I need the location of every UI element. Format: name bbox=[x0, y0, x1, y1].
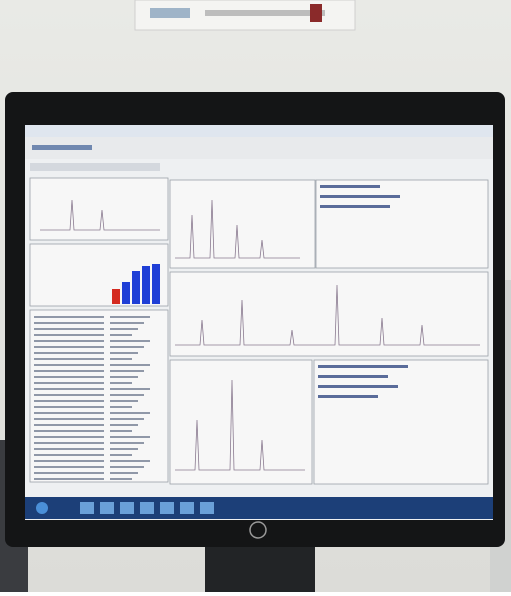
table-row bbox=[110, 442, 144, 444]
table-row bbox=[110, 334, 132, 336]
table-row bbox=[110, 376, 138, 378]
table-row bbox=[110, 358, 132, 360]
table-row bbox=[110, 346, 144, 348]
table-row bbox=[34, 448, 104, 450]
text-line bbox=[320, 195, 400, 198]
table-row bbox=[110, 418, 144, 420]
table-row bbox=[34, 394, 104, 396]
table-row bbox=[110, 472, 138, 474]
panel bbox=[313, 359, 489, 485]
spectrum bbox=[175, 284, 480, 346]
table-row bbox=[110, 370, 144, 372]
table-row bbox=[110, 454, 132, 456]
bar bbox=[132, 271, 140, 304]
table-row bbox=[110, 436, 150, 438]
table-row bbox=[34, 388, 104, 390]
table-row bbox=[110, 340, 150, 342]
table-row bbox=[34, 436, 104, 438]
table-row bbox=[110, 400, 138, 402]
table-row bbox=[34, 370, 104, 372]
bar bbox=[112, 289, 120, 304]
text-line bbox=[318, 365, 408, 368]
table-row bbox=[34, 346, 104, 348]
monitor-stand bbox=[205, 540, 315, 592]
poster-logo bbox=[150, 8, 190, 18]
table-row bbox=[110, 394, 144, 396]
table-row bbox=[110, 448, 138, 450]
poster-mark bbox=[310, 4, 322, 22]
table-row bbox=[34, 424, 104, 426]
table-row bbox=[34, 352, 104, 354]
table-row bbox=[110, 466, 144, 468]
table-row bbox=[34, 454, 104, 456]
menu-toolbar bbox=[25, 137, 493, 159]
table-row bbox=[34, 364, 104, 366]
table-row bbox=[110, 430, 132, 432]
toolbar-row bbox=[30, 163, 160, 171]
table-row bbox=[110, 316, 150, 318]
taskbar-icon[interactable] bbox=[160, 502, 174, 514]
table-row bbox=[34, 322, 104, 324]
table-row bbox=[34, 328, 104, 330]
table-row bbox=[110, 406, 132, 408]
table-row bbox=[110, 382, 132, 384]
panel bbox=[315, 179, 489, 269]
table-row bbox=[34, 466, 104, 468]
table-row bbox=[110, 478, 132, 480]
taskbar-icon[interactable] bbox=[140, 502, 154, 514]
bar bbox=[142, 266, 150, 304]
table-row bbox=[34, 442, 104, 444]
panel bbox=[169, 271, 489, 357]
table-row bbox=[34, 316, 104, 318]
table-row bbox=[34, 418, 104, 420]
text-line bbox=[318, 375, 388, 378]
table-row bbox=[34, 400, 104, 402]
table-row bbox=[34, 460, 104, 462]
table-row bbox=[34, 472, 104, 474]
taskbar-icon[interactable] bbox=[200, 502, 214, 514]
spectrum bbox=[40, 199, 160, 231]
table-row bbox=[110, 412, 150, 414]
taskbar-icon[interactable] bbox=[100, 502, 114, 514]
bar bbox=[122, 282, 130, 304]
text-line bbox=[320, 185, 380, 188]
table-row bbox=[110, 352, 138, 354]
title-bar bbox=[25, 125, 493, 137]
table-row bbox=[34, 334, 104, 336]
table-row bbox=[34, 358, 104, 360]
taskbar-icon[interactable] bbox=[180, 502, 194, 514]
text-line bbox=[320, 205, 390, 208]
hp-logo bbox=[249, 521, 267, 539]
table-row bbox=[110, 328, 138, 330]
start-button[interactable] bbox=[36, 502, 48, 514]
taskbar-icon[interactable] bbox=[120, 502, 134, 514]
table-row bbox=[34, 406, 104, 408]
table-row bbox=[110, 364, 150, 366]
spectrum bbox=[175, 379, 305, 471]
table-row bbox=[34, 376, 104, 378]
table-row bbox=[110, 424, 138, 426]
spectrum bbox=[175, 199, 300, 259]
text-line bbox=[318, 395, 378, 398]
panel bbox=[169, 359, 313, 485]
table-row bbox=[110, 322, 144, 324]
bar bbox=[152, 264, 160, 304]
table-row bbox=[34, 430, 104, 432]
text-line bbox=[318, 385, 398, 388]
panel bbox=[29, 177, 169, 241]
table-row bbox=[110, 388, 150, 390]
toolbar-icons bbox=[32, 145, 92, 150]
table-row bbox=[34, 340, 104, 342]
table-row bbox=[34, 412, 104, 414]
table-row bbox=[34, 382, 104, 384]
table-row bbox=[110, 460, 150, 462]
taskbar-icon[interactable] bbox=[80, 502, 94, 514]
poster-text bbox=[205, 10, 325, 16]
table-row bbox=[34, 478, 104, 480]
taskbar bbox=[25, 497, 493, 519]
